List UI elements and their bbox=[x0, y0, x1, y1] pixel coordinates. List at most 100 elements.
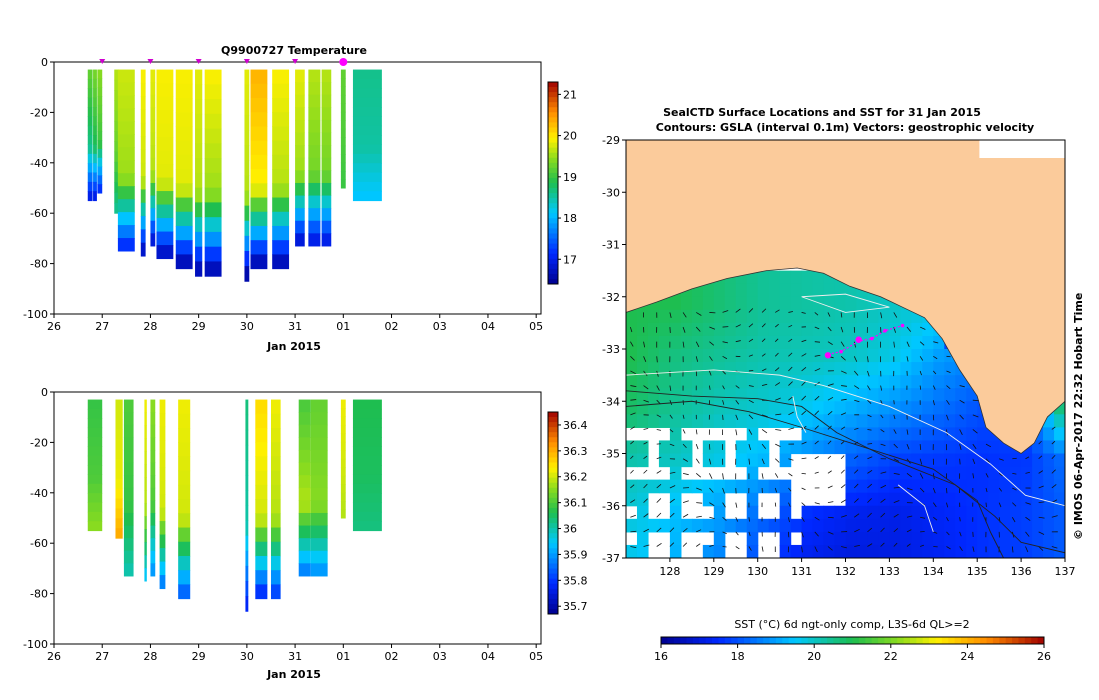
velocity-vector bbox=[774, 352, 779, 357]
salinity-xtick-label: 02 bbox=[385, 650, 399, 663]
velocity-vector bbox=[827, 312, 831, 317]
map-xtick-label: 128 bbox=[659, 565, 680, 578]
temperature-profile-cell bbox=[175, 83, 193, 99]
salinity-profile-cell bbox=[123, 525, 134, 539]
sst-cell bbox=[757, 414, 770, 428]
velocity-vector bbox=[827, 546, 833, 551]
sst-cell bbox=[834, 362, 847, 376]
temperature-xtick-label: 31 bbox=[288, 320, 302, 333]
sst-cell bbox=[977, 544, 989, 558]
salinity-profile-cell bbox=[340, 416, 346, 426]
velocity-vector bbox=[682, 513, 689, 518]
temperature-profile-cell bbox=[295, 82, 305, 96]
sst-cell bbox=[889, 531, 901, 546]
velocity-vector bbox=[630, 412, 636, 416]
temperature-profile-cell bbox=[272, 154, 290, 170]
gsla-contours bbox=[626, 293, 1065, 558]
temperature-profile-cell bbox=[308, 157, 321, 171]
sst-cell bbox=[1054, 531, 1065, 546]
sst-cell bbox=[911, 322, 923, 337]
velocity-vector bbox=[854, 427, 859, 430]
sst-cell bbox=[735, 309, 748, 324]
velocity-vector bbox=[919, 544, 925, 547]
velocity-vector bbox=[695, 341, 700, 348]
sst-cell bbox=[746, 322, 759, 337]
velocity-vector bbox=[722, 355, 728, 360]
salinity-profile-cell bbox=[87, 455, 103, 466]
temperature-profile-cell bbox=[156, 177, 174, 192]
temperature-profile-cell bbox=[150, 170, 156, 184]
velocity-vector bbox=[827, 455, 832, 460]
sst-cell bbox=[713, 401, 726, 415]
temperature-colorbar-segment bbox=[548, 137, 558, 144]
sst-cell bbox=[647, 362, 660, 376]
velocity-vector bbox=[788, 366, 793, 372]
sst-cell bbox=[626, 388, 638, 402]
sst-cell bbox=[801, 335, 814, 350]
sst-cell bbox=[768, 479, 781, 494]
sst-cell bbox=[757, 335, 770, 350]
salinity-profile-cell bbox=[352, 493, 382, 504]
sst-cell bbox=[626, 309, 638, 324]
velocity-vector bbox=[682, 312, 687, 318]
velocity-vector bbox=[801, 339, 807, 343]
sst-cell bbox=[713, 309, 726, 324]
sst-cell bbox=[1010, 531, 1022, 546]
sst-cell bbox=[790, 322, 803, 337]
sst-cell bbox=[636, 388, 649, 402]
salinity-profile-cell bbox=[270, 570, 281, 585]
temperature-profile bbox=[244, 69, 250, 282]
sst-cell bbox=[988, 479, 1000, 494]
sst-cell bbox=[702, 544, 715, 558]
salinity-colorbar-label: 35.7 bbox=[563, 600, 588, 613]
sst-cell bbox=[955, 531, 967, 546]
salinity-xtick-label: 04 bbox=[481, 650, 495, 663]
temperature-profile-cell bbox=[156, 150, 174, 165]
salinity-profile-cell bbox=[159, 399, 166, 414]
velocity-vector bbox=[814, 354, 821, 357]
temperature-profile-cell bbox=[117, 212, 135, 226]
sst-cell bbox=[669, 309, 682, 324]
sst-cell bbox=[867, 322, 880, 337]
sst-cell bbox=[977, 414, 989, 428]
temperature-profile-cell bbox=[150, 82, 156, 96]
sst-cell bbox=[834, 296, 847, 311]
temperature-profile-cell bbox=[195, 261, 203, 277]
map-colorbar-segment bbox=[731, 637, 739, 644]
temperature-profile-cell bbox=[295, 233, 305, 247]
sst-cell bbox=[922, 492, 934, 507]
temperature-colorbar-label: 21 bbox=[563, 88, 577, 101]
salinity-profile-cell bbox=[298, 462, 311, 476]
sst-map-panel: SealCTD Surface Locations and SST for 31… bbox=[602, 106, 1085, 663]
velocity-vector bbox=[814, 410, 820, 416]
sst-cell bbox=[944, 453, 956, 468]
sst-cell bbox=[746, 427, 759, 442]
velocity-vector bbox=[669, 498, 675, 503]
sst-cell bbox=[636, 375, 649, 389]
velocity-vector bbox=[643, 341, 646, 348]
salinity-xtick-label: 01 bbox=[336, 650, 350, 663]
salinity-profile-cell bbox=[144, 451, 147, 465]
map-colorbar-segment bbox=[820, 637, 828, 644]
velocity-vector bbox=[761, 414, 768, 418]
velocity-vector bbox=[761, 473, 764, 479]
sst-cell bbox=[911, 388, 923, 402]
sst-cell bbox=[724, 479, 737, 494]
sst-cell bbox=[626, 322, 638, 337]
salinity-profile-cell bbox=[310, 512, 328, 527]
velocity-vector bbox=[840, 499, 847, 503]
sst-cell bbox=[955, 505, 967, 520]
sst-cell bbox=[779, 505, 792, 520]
temperature-profile-cell bbox=[295, 182, 305, 197]
salinity-profile-cell bbox=[340, 501, 346, 511]
sst-cell bbox=[977, 505, 989, 520]
sst-cell bbox=[933, 349, 945, 363]
temperature-profile-cell bbox=[93, 116, 97, 127]
salinity-profile-cell bbox=[87, 399, 103, 410]
salinity-profile-cell bbox=[159, 507, 166, 522]
sst-cell bbox=[955, 388, 967, 402]
salinity-profile-cell bbox=[150, 563, 156, 577]
temperature-colorbar-segment bbox=[548, 167, 558, 174]
temperature-colorbar-segment bbox=[548, 132, 558, 139]
sst-cell bbox=[1010, 518, 1022, 533]
